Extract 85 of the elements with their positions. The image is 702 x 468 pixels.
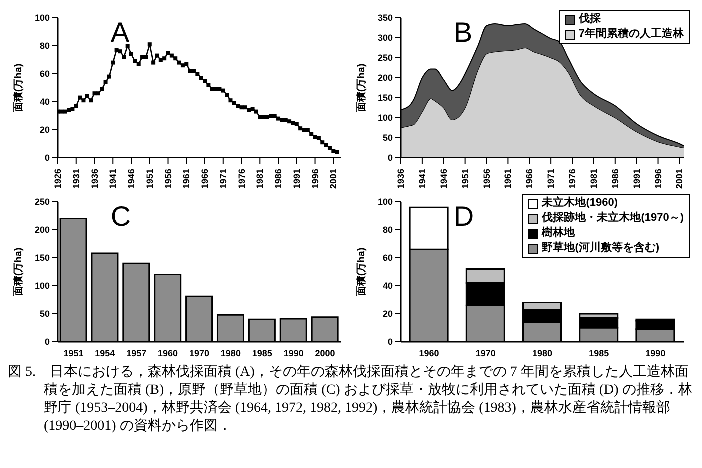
x-tick-label: 1971 — [546, 169, 556, 190]
y-tick-label: 50 — [382, 133, 393, 144]
y-tick-label: 50 — [40, 309, 50, 320]
x-tick-label: 1991 — [292, 169, 302, 190]
chart-title: B — [454, 17, 473, 48]
x-tick-label: 1970 — [476, 348, 496, 358]
x-tick-label: 1936 — [396, 169, 406, 190]
legend-label: 伐採 — [578, 12, 601, 27]
legend-label: 未立木地(1960) — [542, 196, 618, 211]
chart-title: C — [110, 201, 132, 232]
legend-label: 樹林地 — [542, 226, 576, 241]
y-tick-label: 100 — [378, 113, 393, 124]
x-tick-label: 1961 — [503, 169, 514, 190]
y-tick-label: 300 — [378, 33, 393, 44]
x-tick-label: 1951 — [64, 348, 84, 358]
x-tick-label: 1986 — [610, 169, 620, 190]
y-tick-label: 40 — [382, 281, 393, 292]
x-tick-label: 1926 — [53, 169, 63, 190]
y-tick-label: 100 — [378, 197, 393, 208]
x-tick-label: 1941 — [417, 169, 428, 190]
x-tick-label: 1996 — [310, 169, 320, 190]
x-tick-label: 1966 — [524, 169, 535, 190]
x-tick-label: 1960 — [158, 348, 178, 358]
x-tick-label: 1981 — [255, 169, 266, 190]
y-tick-label: 20 — [40, 125, 50, 136]
x-tick-label: 1976 — [236, 169, 247, 190]
y-tick-label: 350 — [378, 13, 393, 24]
legend-label: 伐採跡地・未立木地(1970～) — [542, 211, 684, 226]
y-tick-label: 150 — [378, 93, 393, 104]
y-tick-label: 0 — [388, 153, 393, 164]
x-tick-label: 1985 — [589, 348, 610, 358]
y-tick-label: 250 — [34, 197, 50, 208]
x-tick-label: 1970 — [189, 348, 210, 358]
x-tick-label: 1956 — [482, 169, 492, 190]
x-tick-label: 1946 — [438, 169, 449, 190]
x-tick-label: 1941 — [108, 169, 118, 190]
y-tick-label: 100 — [34, 281, 50, 292]
x-tick-label: 2001 — [674, 169, 685, 190]
x-tick-label: 1990 — [646, 348, 666, 358]
y-tick-label: 0 — [388, 337, 393, 348]
x-tick-label: 1960 — [419, 348, 440, 358]
x-tick-label: 1951 — [144, 169, 155, 190]
x-tick-label: 1936 — [90, 169, 100, 190]
x-tick-label: 1956 — [163, 169, 174, 190]
x-tick-label: 1996 — [653, 169, 664, 190]
x-tick-label: 1990 — [284, 348, 304, 358]
y-tick-label: 60 — [40, 69, 50, 80]
y-tick-label: 40 — [40, 97, 50, 108]
x-tick-label: 1951 — [460, 169, 470, 190]
y-axis-title: 面積(万ha) — [356, 248, 368, 298]
x-tick-label: 1981 — [588, 169, 599, 190]
x-tick-label: 1976 — [568, 169, 578, 190]
caption: 図 5. 日本における，森林伐採面積 (A)，その年の森林伐採面積とその年までの 7 年間を累積した人工造林面積を加えた面積 (B)，原野（野草地）の面積 (C) および採草・放牧に利用されていた面積 (D) の推移．林野庁 (1953–2004)，林野共済会 (1964, 1972, 1982, 1992)，農林統計協会 (1983)，農林水産省統計情報部 (1990–2001) の資料から作図． — [8, 364, 694, 436]
y-tick-label: 250 — [378, 53, 393, 64]
legend-label: 7年間累積の人工造林 — [578, 27, 684, 42]
y-axis-title: 面積(万ha) — [12, 64, 25, 114]
y-tick-label: 100 — [34, 13, 50, 24]
y-tick-label: 200 — [378, 73, 393, 84]
x-tick-label: 1991 — [632, 169, 642, 190]
y-tick-label: 0 — [44, 337, 50, 348]
x-tick-label: 1954 — [95, 348, 116, 358]
y-axis-title: 面積(万ha) — [12, 248, 25, 298]
x-tick-label: 1931 — [71, 169, 82, 190]
x-tick-label: 2000 — [315, 348, 336, 358]
x-tick-label: 1971 — [218, 169, 228, 190]
y-tick-label: 0 — [44, 153, 50, 164]
x-tick-label: 1980 — [532, 348, 553, 358]
chart-title: D — [454, 201, 474, 232]
x-tick-label: 1966 — [200, 169, 210, 190]
x-tick-label: 2001 — [328, 169, 339, 190]
legend-label: 野草地(河川敷等を含む) — [542, 241, 660, 256]
y-tick-label: 150 — [34, 253, 50, 264]
x-tick-label: 1957 — [126, 348, 147, 358]
x-tick-label: 1961 — [182, 169, 192, 190]
y-tick-label: 80 — [40, 41, 50, 52]
y-tick-label: 200 — [34, 225, 50, 236]
chart-title: A — [110, 17, 130, 48]
y-tick-label: 60 — [382, 253, 393, 264]
y-tick-label: 80 — [382, 225, 393, 236]
x-tick-label: 1980 — [220, 348, 241, 358]
y-axis-title: 面積(万ha) — [356, 64, 368, 114]
y-tick-label: 20 — [382, 309, 393, 320]
x-tick-label: 1985 — [252, 348, 272, 358]
x-tick-label: 1946 — [126, 169, 137, 190]
x-tick-label: 1986 — [274, 169, 284, 190]
